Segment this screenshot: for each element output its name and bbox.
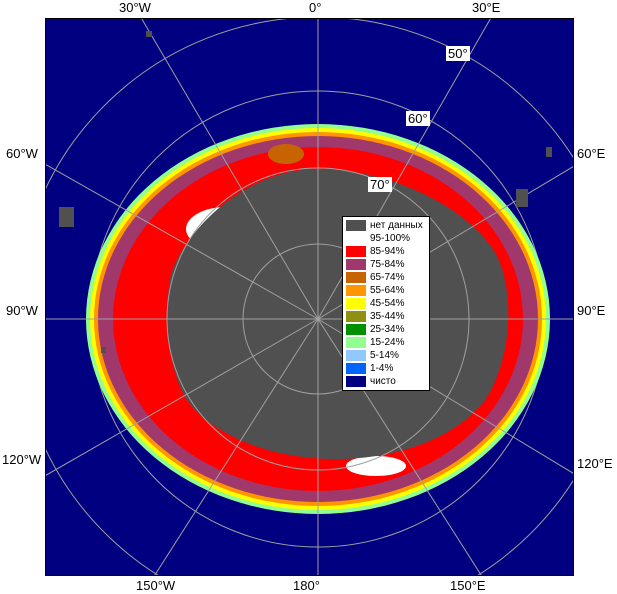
no-data-speck — [146, 31, 152, 37]
legend-swatch — [346, 246, 366, 257]
meridian-60w — [46, 164, 319, 320]
legend-swatch — [346, 285, 366, 296]
lon-label-30e: 30°E — [472, 0, 501, 15]
lon-label-60w: 60°W — [6, 146, 38, 161]
legend-item: 5-14% — [346, 349, 426, 362]
legend-label: 1-4% — [370, 362, 394, 374]
lon-label-180: 180° — [293, 578, 320, 593]
legend-label: 45-54% — [370, 297, 405, 309]
legend-item: 35-44% — [346, 310, 426, 323]
legend-item: нет данных — [346, 219, 426, 232]
legend-swatch — [346, 298, 366, 309]
legend-swatch — [346, 233, 366, 244]
lon-label-120e: 120°E — [577, 456, 613, 471]
legend-item: чисто — [346, 375, 426, 388]
legend-label: 55-64% — [370, 284, 405, 296]
legend-label: 65-74% — [370, 271, 405, 283]
legend: нет данных 95-100% 85-94% 75-84% 65-74% 55-64… — [342, 216, 430, 391]
meridian-30w — [141, 19, 319, 320]
no-data-speck — [516, 189, 528, 207]
lon-label-60e: 60°E — [577, 146, 606, 161]
legend-label: 75-84% — [370, 258, 405, 270]
lat-label-50: 50° — [446, 46, 470, 61]
legend-label: чисто — [370, 375, 396, 387]
legend-swatch — [346, 272, 366, 283]
latitude-circle-70-overlay — [166, 167, 470, 471]
legend-item: 65-74% — [346, 271, 426, 284]
legend-swatch — [346, 350, 366, 361]
legend-item: 45-54% — [346, 297, 426, 310]
legend-label: 35-44% — [370, 310, 405, 322]
legend-swatch — [346, 337, 366, 348]
legend-item: 15-24% — [346, 336, 426, 349]
legend-label: 85-94% — [370, 245, 405, 257]
sea-ice-map: 50° 60° 70° нет данных 95-100% 85-94% 75-84… — [45, 18, 574, 576]
legend-label: нет данных — [370, 219, 423, 231]
lon-label-30w: 30°W — [119, 0, 151, 15]
legend-label: 15-24% — [370, 336, 405, 348]
legend-label: 5-14% — [370, 349, 399, 361]
meridian-150w — [154, 318, 319, 575]
lat-label-60: 60° — [406, 111, 430, 126]
ice-patch-65-74 — [268, 144, 304, 164]
legend-label: 95-100% — [370, 232, 411, 244]
legend-swatch — [346, 363, 366, 374]
no-data-specks — [59, 31, 552, 353]
legend-item: 95-100% — [346, 232, 426, 245]
polar-map-svg — [46, 19, 573, 575]
legend-item: 25-34% — [346, 323, 426, 336]
lon-label-150e: 150°E — [450, 578, 486, 593]
no-data-speck — [59, 207, 74, 227]
legend-item: 1-4% — [346, 362, 426, 375]
no-data-speck — [101, 347, 106, 353]
legend-swatch — [346, 311, 366, 322]
lon-label-120w: 120°W — [2, 452, 42, 467]
legend-swatch — [346, 376, 366, 387]
lon-label-0: 0° — [309, 0, 322, 15]
lon-label-90e: 90°E — [577, 303, 606, 318]
no-data-speck — [546, 147, 552, 157]
lat-label-70: 70° — [368, 177, 392, 192]
ice-patch-95-100-south — [346, 456, 406, 476]
legend-swatch — [346, 324, 366, 335]
meridian-120w — [46, 318, 319, 476]
legend-item: 55-64% — [346, 284, 426, 297]
lon-label-90w: 90°W — [6, 303, 38, 318]
lon-label-150w: 150°W — [136, 578, 176, 593]
legend-swatch — [346, 220, 366, 231]
legend-item: 85-94% — [346, 245, 426, 258]
legend-item: 75-84% — [346, 258, 426, 271]
legend-swatch — [346, 259, 366, 270]
legend-label: 25-34% — [370, 323, 405, 335]
